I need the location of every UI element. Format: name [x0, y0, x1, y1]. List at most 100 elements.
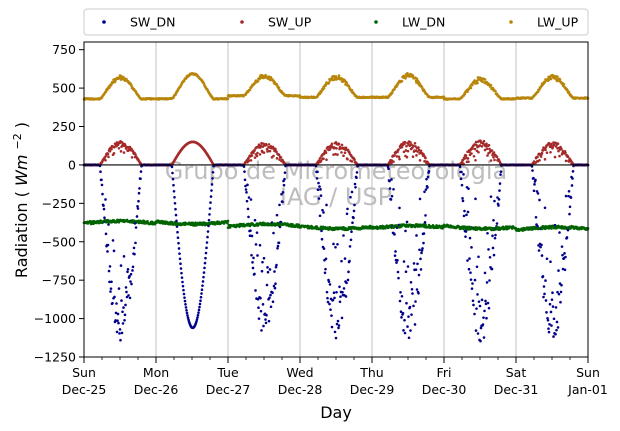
point-sw-dn — [203, 266, 206, 270]
y-tick-label: 500 — [52, 81, 76, 96]
point-sw-up — [350, 160, 354, 163]
point-sw-dn — [202, 275, 205, 279]
point-sw-dn — [402, 329, 405, 332]
point-sw-dn — [541, 275, 545, 278]
point-sw-dn — [206, 230, 210, 233]
point-sw-dn — [245, 199, 249, 203]
point-sw-dn — [139, 170, 143, 173]
point-sw-up — [257, 143, 261, 146]
point-sw-up — [268, 149, 272, 153]
point-sw-up — [260, 141, 263, 145]
point-sw-dn — [114, 319, 117, 322]
point-sw-dn — [176, 236, 180, 240]
point-sw-up — [333, 146, 336, 149]
legend-marker-sw-up — [240, 20, 244, 24]
point-sw-dn — [463, 209, 466, 213]
watermark-text: IAG / USP — [280, 183, 392, 211]
point-sw-dn — [100, 178, 103, 182]
point-sw-dn — [497, 204, 500, 207]
point-sw-dn — [127, 294, 130, 297]
point-sw-up — [400, 145, 404, 149]
point-lw-up — [471, 83, 474, 87]
point-sw-dn — [389, 198, 393, 201]
point-sw-dn — [350, 230, 353, 233]
point-sw-dn — [407, 336, 411, 340]
point-sw-dn — [319, 188, 322, 191]
point-sw-up — [564, 151, 567, 155]
point-sw-dn — [400, 294, 404, 298]
point-sw-dn — [268, 268, 272, 271]
point-sw-up — [110, 147, 113, 151]
point-sw-dn — [354, 186, 357, 189]
point-sw-dn — [538, 198, 541, 202]
point-sw-dn — [568, 205, 572, 209]
x-tick-label-date: Dec-30 — [422, 382, 467, 397]
point-sw-dn — [199, 295, 203, 299]
point-sw-dn — [355, 176, 358, 180]
point-sw-dn — [477, 300, 481, 303]
point-sw-dn — [489, 195, 493, 198]
point-sw-dn — [138, 187, 141, 190]
point-sw-dn — [422, 241, 425, 245]
point-lw-dn — [170, 220, 174, 224]
point-sw-dn — [120, 299, 123, 302]
point-sw-dn — [182, 292, 186, 296]
point-sw-dn — [550, 324, 553, 327]
point-sw-dn — [394, 250, 397, 253]
point-sw-dn — [476, 332, 480, 335]
point-sw-dn — [482, 336, 486, 339]
point-sw-dn — [397, 276, 400, 280]
point-sw-dn — [242, 165, 246, 168]
point-sw-dn — [469, 271, 472, 274]
watermark-text: Grupo de Micrometeorologia — [165, 157, 507, 185]
point-sw-dn — [555, 320, 559, 324]
point-sw-up — [485, 147, 489, 151]
point-sw-dn — [396, 258, 399, 262]
point-sw-up — [247, 159, 251, 162]
point-sw-up — [395, 155, 399, 158]
point-sw-dn — [100, 183, 104, 187]
point-sw-dn — [468, 236, 472, 240]
point-sw-dn — [135, 215, 139, 218]
point-sw-up — [543, 158, 547, 161]
point-sw-up — [122, 151, 126, 154]
point-sw-dn — [532, 176, 535, 180]
point-sw-dn — [487, 306, 491, 310]
point-sw-dn — [325, 290, 329, 294]
point-sw-dn — [355, 171, 359, 174]
point-sw-dn — [260, 329, 263, 332]
point-sw-dn — [112, 249, 116, 253]
point-sw-dn — [203, 261, 207, 265]
point-sw-dn — [570, 184, 574, 187]
point-sw-dn — [339, 295, 342, 298]
point-sw-dn — [480, 298, 484, 302]
point-sw-dn — [552, 335, 555, 338]
point-sw-dn — [281, 191, 285, 194]
point-sw-dn — [466, 259, 469, 262]
point-sw-dn — [415, 234, 418, 237]
point-sw-dn — [317, 197, 321, 200]
point-sw-dn — [109, 287, 113, 290]
point-sw-dn — [342, 287, 346, 290]
point-sw-dn — [247, 215, 250, 219]
point-sw-dn — [341, 290, 344, 294]
point-sw-dn — [326, 300, 330, 304]
point-lw-up — [483, 78, 487, 81]
point-sw-dn — [461, 197, 464, 200]
point-sw-dn — [259, 296, 262, 300]
point-sw-dn — [543, 206, 547, 210]
point-sw-dn — [110, 280, 113, 284]
point-sw-dn — [347, 270, 350, 274]
point-sw-dn — [547, 330, 551, 334]
point-sw-dn — [460, 170, 463, 174]
point-sw-dn — [251, 266, 255, 270]
point-sw-dn — [319, 194, 323, 197]
point-sw-dn — [409, 329, 412, 332]
point-sw-dn — [326, 296, 329, 300]
point-sw-dn — [185, 311, 189, 315]
point-sw-dn — [416, 262, 419, 266]
point-sw-dn — [491, 246, 495, 250]
point-sw-dn — [458, 165, 462, 168]
point-sw-dn — [272, 284, 276, 288]
